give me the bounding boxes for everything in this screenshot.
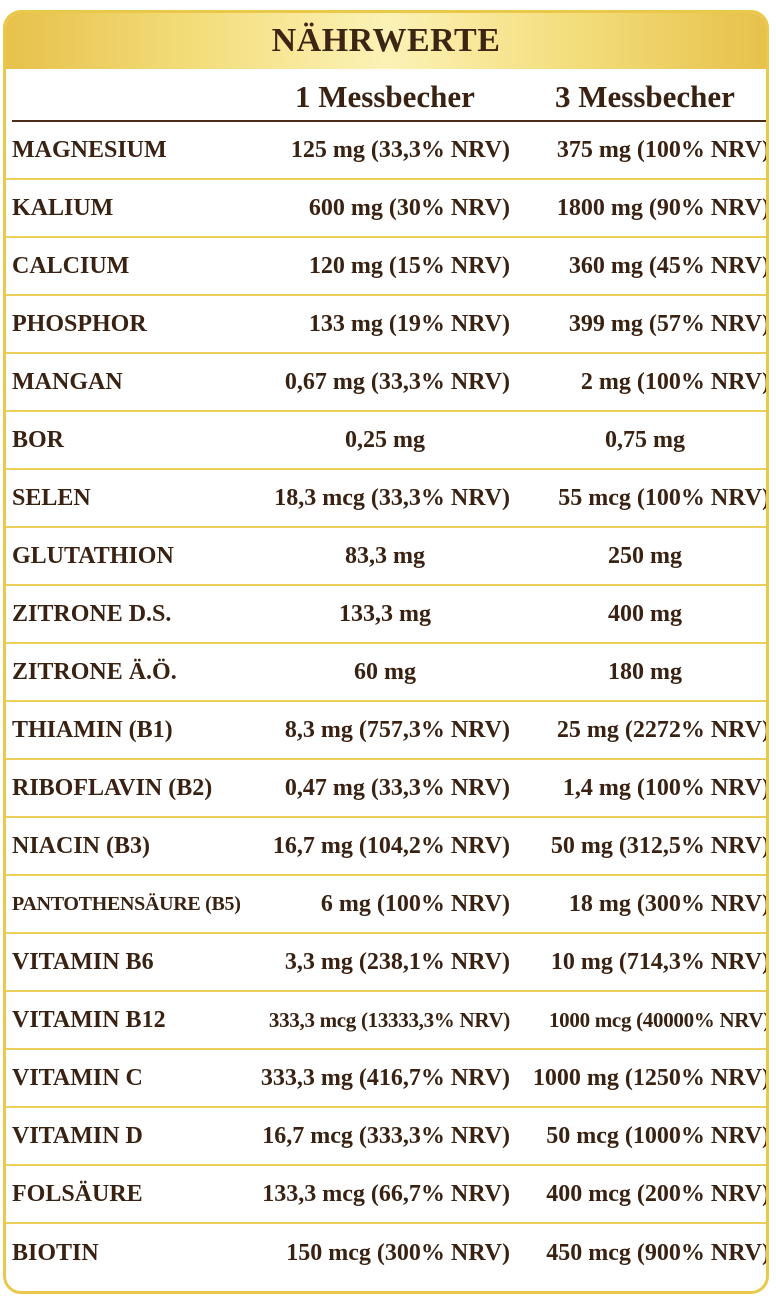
table-row: VITAMIN B12 333,3 mcg (13333,3% NRV) 100… [6, 992, 766, 1050]
table-row: VITAMIN B6 3,3 mg (238,1% NRV) 10 mg (71… [6, 934, 766, 992]
value-3-messbecher: 25 mg (2272% NRV) [556, 716, 769, 743]
value-3-messbecher: 1000 mcg (40000% NRV) [548, 1007, 769, 1032]
value-3-messbecher: 2 mg (100% NRV) [580, 368, 769, 395]
header-divider [12, 120, 766, 122]
table-row: ZITRONE D.S. 133,3 mg 400 mg [6, 586, 766, 644]
value-1-messbecher: 133,3 mcg (66,7% NRV) [262, 1180, 510, 1207]
nutrient-name: BOR [12, 426, 65, 453]
value-1-messbecher: 600 mg (30% NRV) [308, 194, 510, 221]
value-1-messbecher: 0,67 mg (33,3% NRV) [284, 368, 510, 395]
value-3-messbecher: 1800 mg (90% NRV) [556, 194, 769, 221]
nutrient-name: PANTOTHENSÄURE (B5) [12, 892, 241, 915]
value-3-messbecher: 1000 mg (1250% NRV) [532, 1064, 769, 1091]
table-row: MANGAN 0,67 mg (33,3% NRV) 2 mg (100% NR… [6, 354, 766, 412]
value-1-messbecher: 60 mg [354, 658, 416, 685]
table-row: ZITRONE Ä.Ö. 60 mg 180 mg [6, 644, 766, 702]
value-3-messbecher: 399 mg (57% NRV) [568, 310, 769, 337]
page-title: NÄHRWERTE [271, 22, 501, 59]
nutrient-name: SELEN [12, 484, 91, 511]
column-header-3-messbecher: 3 Messbecher [555, 79, 735, 114]
nutrient-name: KALIUM [12, 194, 114, 221]
value-3-messbecher: 375 mg (100% NRV) [556, 136, 769, 163]
table-row: BOR 0,25 mg 0,75 mg [6, 412, 766, 470]
value-3-messbecher: 450 mcg (900% NRV) [546, 1239, 769, 1266]
value-3-messbecher: 0,75 mg [605, 426, 685, 453]
value-1-messbecher: 133,3 mg [339, 600, 431, 627]
nutrient-name: THIAMIN (B1) [12, 716, 173, 743]
nutrient-name: MANGAN [12, 368, 123, 395]
value-3-messbecher: 400 mg [608, 600, 682, 627]
value-1-messbecher: 133 mg (19% NRV) [308, 310, 510, 337]
table-row: CALCIUM 120 mg (15% NRV) 360 mg (45% NRV… [6, 238, 766, 296]
value-1-messbecher: 120 mg (15% NRV) [308, 252, 510, 279]
value-1-messbecher: 18,3 mcg (33,3% NRV) [274, 484, 510, 511]
value-3-messbecher: 10 mg (714,3% NRV) [550, 948, 769, 975]
value-1-messbecher: 125 mg (33,3% NRV) [290, 136, 510, 163]
nutrient-name: FOLSÄURE [12, 1180, 143, 1207]
table-row: GLUTATHION 83,3 mg 250 mg [6, 528, 766, 586]
value-3-messbecher: 50 mcg (1000% NRV) [546, 1122, 769, 1149]
value-1-messbecher: 8,3 mg (757,3% NRV) [284, 716, 510, 743]
nutrient-name: GLUTATHION [12, 542, 174, 569]
table-row: PHOSPHOR 133 mg (19% NRV) 399 mg (57% NR… [6, 296, 766, 354]
value-1-messbecher: 3,3 mg (238,1% NRV) [284, 948, 510, 975]
table-row: MAGNESIUM 125 mg (33,3% NRV) 375 mg (100… [6, 122, 766, 180]
nutrient-name: BIOTIN [12, 1239, 99, 1266]
nutrient-name: VITAMIN C [12, 1064, 143, 1091]
nutrient-name: CALCIUM [12, 252, 130, 279]
value-1-messbecher: 333,3 mcg (13333,3% NRV) [268, 1007, 510, 1032]
nutrient-name: NIACIN (B3) [12, 832, 150, 859]
value-3-messbecher: 18 mg (300% NRV) [568, 890, 769, 917]
column-header-1-messbecher: 1 Messbecher [295, 79, 475, 114]
table-row: VITAMIN D 16,7 mcg (333,3% NRV) 50 mcg (… [6, 1108, 766, 1166]
value-1-messbecher: 0,47 mg (33,3% NRV) [284, 774, 510, 801]
value-1-messbecher: 0,25 mg [345, 426, 425, 453]
value-1-messbecher: 333,3 mg (416,7% NRV) [260, 1064, 510, 1091]
value-1-messbecher: 83,3 mg [345, 542, 425, 569]
value-3-messbecher: 400 mcg (200% NRV) [546, 1180, 769, 1207]
value-1-messbecher: 6 mg (100% NRV) [320, 890, 510, 917]
value-3-messbecher: 250 mg [608, 542, 682, 569]
value-3-messbecher: 55 mcg (100% NRV) [558, 484, 769, 511]
nutrition-panel: NÄHRWERTE 1 Messbecher 3 Messbecher MAGN… [3, 10, 769, 1294]
table-row: THIAMIN (B1) 8,3 mg (757,3% NRV) 25 mg (… [6, 702, 766, 760]
table-row: NIACIN (B3) 16,7 mg (104,2% NRV) 50 mg (… [6, 818, 766, 876]
value-3-messbecher: 50 mg (312,5% NRV) [550, 832, 769, 859]
table-row: KALIUM 600 mg (30% NRV) 1800 mg (90% NRV… [6, 180, 766, 238]
nutrient-name: MAGNESIUM [12, 136, 167, 163]
nutrient-name: VITAMIN D [12, 1122, 143, 1149]
value-3-messbecher: 1,4 mg (100% NRV) [562, 774, 769, 801]
value-1-messbecher: 16,7 mg (104,2% NRV) [272, 832, 510, 859]
value-3-messbecher: 360 mg (45% NRV) [568, 252, 769, 279]
table-row: VITAMIN C 333,3 mg (416,7% NRV) 1000 mg … [6, 1050, 766, 1108]
nutrient-name: ZITRONE D.S. [12, 600, 172, 627]
nutrient-name: RIBOFLAVIN (B2) [12, 774, 213, 801]
nutrient-name: VITAMIN B6 [12, 948, 154, 975]
nutrition-table: MAGNESIUM 125 mg (33,3% NRV) 375 mg (100… [6, 122, 766, 1282]
table-row: BIOTIN 150 mcg (300% NRV) 450 mcg (900% … [6, 1224, 766, 1282]
table-row: RIBOFLAVIN (B2) 0,47 mg (33,3% NRV) 1,4 … [6, 760, 766, 818]
value-1-messbecher: 150 mcg (300% NRV) [286, 1239, 510, 1266]
value-1-messbecher: 16,7 mcg (333,3% NRV) [262, 1122, 510, 1149]
nutrient-name: VITAMIN B12 [12, 1006, 166, 1033]
table-row: SELEN 18,3 mcg (33,3% NRV) 55 mcg (100% … [6, 470, 766, 528]
title-banner: NÄHRWERTE [6, 13, 766, 69]
value-3-messbecher: 180 mg [608, 658, 682, 685]
nutrient-name: ZITRONE Ä.Ö. [12, 658, 177, 685]
table-row: PANTOTHENSÄURE (B5) 6 mg (100% NRV) 18 m… [6, 876, 766, 934]
table-row: FOLSÄURE 133,3 mcg (66,7% NRV) 400 mcg (… [6, 1166, 766, 1224]
nutrient-name: PHOSPHOR [12, 310, 147, 337]
